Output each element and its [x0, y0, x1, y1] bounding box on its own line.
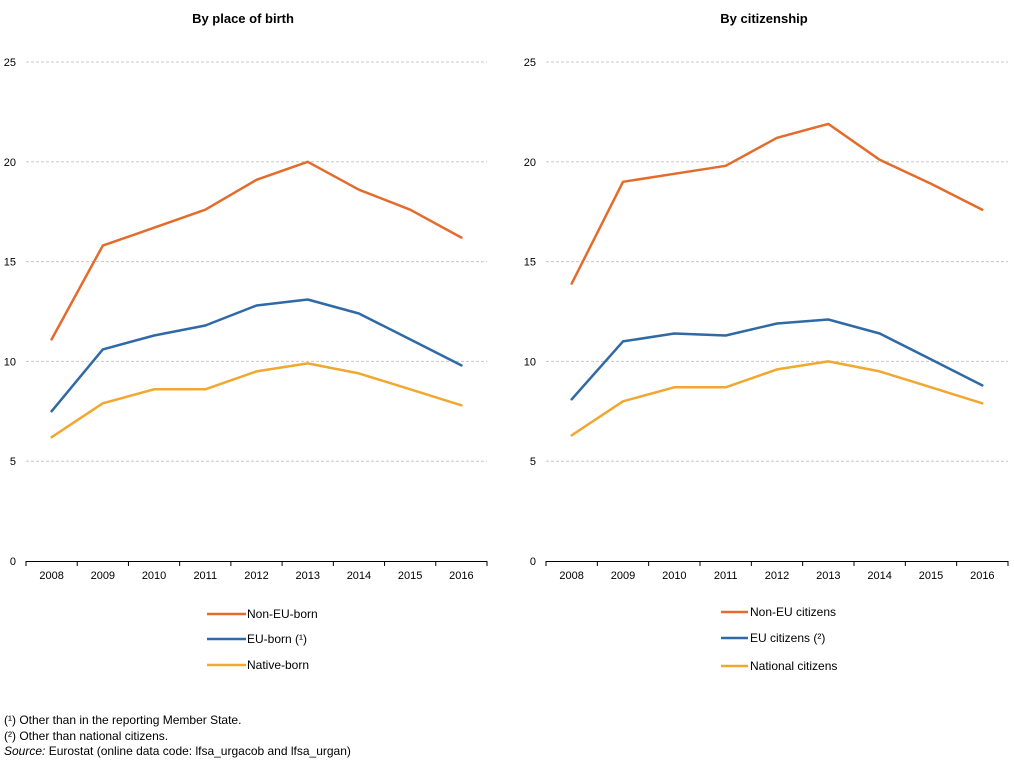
footnote-2: (²) Other than national citizens.	[4, 728, 169, 743]
chart-title: By place of birth	[192, 11, 294, 26]
x-tick-label: 2013	[816, 570, 840, 582]
source-line: Source: Eurostat (online data code: lfsa…	[4, 744, 1004, 760]
x-tick-label: 2012	[765, 570, 789, 582]
legend-label: EU-born (¹)	[247, 632, 307, 646]
x-tick-label: 2015	[919, 570, 943, 582]
x-tick-label: 2008	[39, 570, 63, 582]
y-tick-label: 0	[10, 556, 16, 568]
x-tick-label: 2015	[398, 570, 422, 582]
x-tick-label: 2011	[714, 570, 738, 582]
x-tick-label: 2016	[970, 570, 994, 582]
legend-label: Non-EU citizens	[750, 605, 836, 619]
series-line	[50, 160, 463, 341]
series-line	[50, 362, 463, 439]
legend-label: Native-born	[247, 658, 309, 672]
y-tick-label: 25	[4, 57, 16, 69]
source-label: Source:	[4, 744, 46, 758]
x-tick-label: 2011	[193, 570, 217, 582]
chart-title: By citizenship	[720, 11, 807, 26]
source-text: Eurostat (online data code: lfsa_urgacob…	[45, 744, 351, 758]
y-tick-label: 20	[4, 157, 16, 169]
y-tick-label: 5	[10, 456, 16, 468]
footnote-1: (¹) Other than in the reporting Member S…	[4, 713, 242, 727]
x-tick-label: 2010	[662, 570, 686, 582]
legend-label: EU citizens (²)	[750, 631, 825, 645]
x-tick-label: 2009	[611, 570, 635, 582]
x-tick-label: 2013	[295, 570, 319, 582]
y-tick-label: 10	[524, 356, 536, 368]
x-tick-label: 2014	[867, 570, 891, 582]
series-line	[570, 318, 984, 401]
y-tick-label: 15	[524, 257, 536, 269]
series-line	[50, 298, 463, 413]
x-tick-label: 2012	[244, 570, 268, 582]
series-line	[570, 360, 984, 437]
legend-label: National citizens	[750, 659, 837, 673]
chart-panel-1: By place of birth 0 5 10 15 20 25 2008 2009 2010 2…	[4, 11, 488, 672]
y-tick-label: 0	[530, 556, 536, 568]
y-tick-label: 10	[4, 356, 16, 368]
chart-panel-2: By citizenship 0 5 10 15 20 25 2008 2009 2010 2011…	[524, 11, 1009, 673]
x-tick-label: 2008	[559, 570, 583, 582]
x-tick-label: 2010	[142, 570, 166, 582]
y-tick-label: 5	[530, 456, 536, 468]
x-tick-label: 2016	[449, 570, 473, 582]
y-tick-label: 15	[4, 257, 16, 269]
x-tick-label: 2014	[347, 570, 371, 582]
y-tick-label: 25	[524, 57, 536, 69]
footnotes: (¹) Other than in the reporting Member S…	[4, 713, 1004, 760]
series-line	[570, 122, 984, 285]
legend-label: Non-EU-born	[247, 607, 318, 621]
x-tick-label: 2009	[91, 570, 115, 582]
y-tick-label: 20	[524, 157, 536, 169]
